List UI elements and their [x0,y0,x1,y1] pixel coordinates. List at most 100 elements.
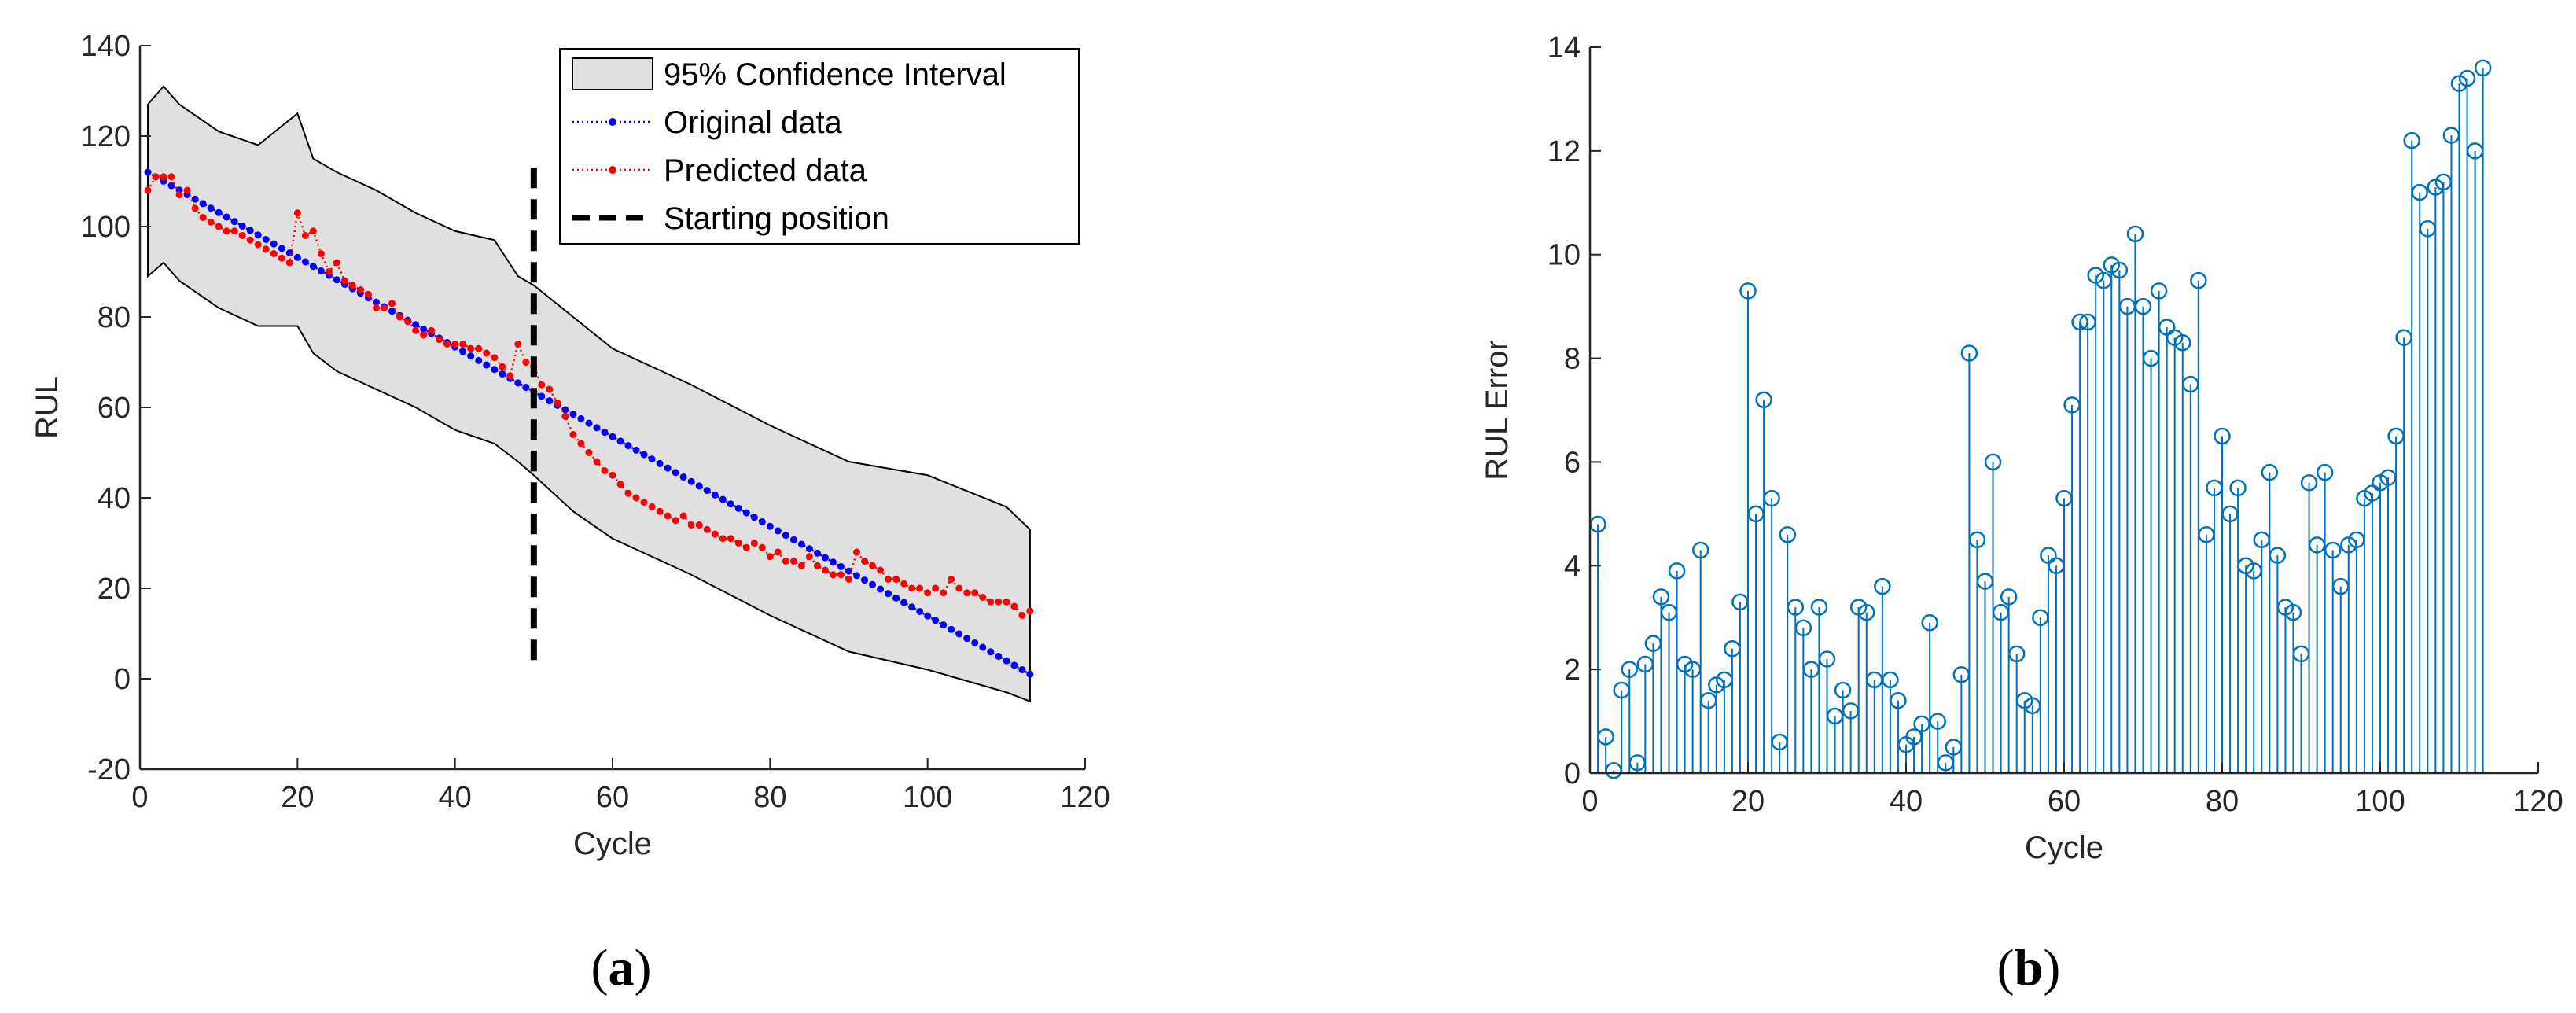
rul-error-marker [1691,541,1709,559]
original-data-point [813,549,821,557]
rul-error-marker [1858,603,1875,621]
predicted-data-point [561,413,569,420]
rul-error-marker [2269,547,2287,564]
chart-a-x-tick-label: 100 [903,781,952,814]
chart-a-axes: 0 20 40 60 80 100 120-20020406080100120140Cycl… [30,30,1110,861]
chart-b-y-axis-label: RUL Error [1480,340,1514,481]
original-data-point [585,419,593,427]
predicted-data-point [325,268,333,275]
original-data-point [987,648,995,656]
predicted-data-point [703,525,711,533]
predicted-data-point [963,589,971,597]
predicted-data-point [577,440,585,448]
original-data-point [955,630,963,638]
rul-error-marker [2403,131,2420,149]
original-data-point [420,325,428,333]
predicted-data-point [601,467,609,474]
predicted-data-point [404,318,412,326]
original-data-point [1003,657,1010,665]
predicted-data-point [467,344,475,352]
predicted-data-point [711,530,719,538]
predicted-data-point [340,277,348,285]
predicted-data-point [932,584,940,592]
chart-b-y-tick-label: 8 [1564,343,1581,376]
predicted-data-point [333,259,340,267]
chart-b-y-tick-label: 14 [1547,31,1581,64]
predicted-data-point [987,598,995,606]
predicted-data-point [160,173,167,181]
rul-error-marker [2126,225,2144,243]
predicted-data-point [719,535,727,543]
chart-b-axes: 0 20 40 60 80 100 120 0 2 4 6 8 10 12 14 Cycle RUL Error [1480,31,2563,865]
predicted-data-point [679,512,687,520]
chart-b-x-tick-label: 100 [2355,785,2405,818]
predicted-data-point [892,576,900,583]
original-data-point [640,451,648,459]
predicted-data-point [774,548,782,556]
rul-error-marker [1921,614,1938,632]
predicted-data-point [845,576,852,583]
chart-a-y-tick-label: 60 [98,392,131,425]
original-data-point [388,308,396,315]
chart-b-y-tick-label: 10 [1547,239,1581,272]
chart-a-x-tick-label: 80 [753,781,786,814]
rul-error-marker [1960,344,1978,362]
predicted-data-point [428,326,436,334]
original-data-point [223,213,230,221]
predicted-data-point [656,507,664,515]
rul-error-marker [2110,261,2129,279]
predicted-data-point [593,458,601,466]
predicted-data-point [829,571,837,579]
rul-error-marker [1968,531,1986,549]
original-data-point [742,509,750,517]
original-data-point [805,545,813,553]
predicted-data-point [924,589,932,597]
original-data-point [664,464,672,472]
rul-error-marker [2214,427,2231,445]
predicted-data-point [270,250,278,257]
rul-error-marker [2134,297,2152,315]
predicted-data-point [742,543,750,551]
predicted-data-point [538,381,546,389]
original-data-point [797,540,805,548]
panel-label-a: (a) [591,939,652,996]
predicted-data-point [569,431,577,438]
rul-error-marker [2150,282,2168,300]
original-data-point [199,200,207,208]
original-data-point [829,558,837,566]
original-data-point [908,603,916,611]
predicted-data-point [640,499,648,506]
original-data-point [601,429,609,437]
rul-error-marker [2300,474,2318,492]
chart-a-x-tick-label: 120 [1060,781,1110,814]
original-data-point [869,580,877,588]
rul-error-marker [1929,713,1946,730]
chart-b-y-tick-label: 12 [1547,135,1581,168]
legend-entry-label: Predicted data [664,153,867,188]
original-data-point [885,590,892,598]
predicted-data-point [183,186,191,194]
original-data-point [734,504,742,512]
original-data-point [963,635,971,643]
chart-b-x-tick-label: 60 [2048,785,2081,818]
predicted-data-point [499,363,506,370]
original-data-point [167,182,175,190]
predicted-data-point [199,214,207,221]
original-data-point [577,414,585,422]
original-data-point [278,245,285,252]
original-data-point [333,276,340,284]
predicted-data-point [238,232,246,239]
chart-a-y-tick-label: 140 [81,30,131,63]
rul-error-marker [1755,391,1772,409]
original-data-point [624,442,632,450]
rul-error-marker [1818,650,1836,668]
chart-a-x-tick-label: 20 [281,781,314,814]
chart-b-x-axis-label: Cycle [2025,831,2103,865]
rul-error-marker [2316,463,2334,481]
legend-original-marker [609,118,616,126]
predicted-data-point [734,540,742,547]
original-data-point [979,643,987,651]
original-data-point [877,585,885,593]
predicted-data-point [695,521,703,529]
predicted-data-point [995,598,1003,606]
